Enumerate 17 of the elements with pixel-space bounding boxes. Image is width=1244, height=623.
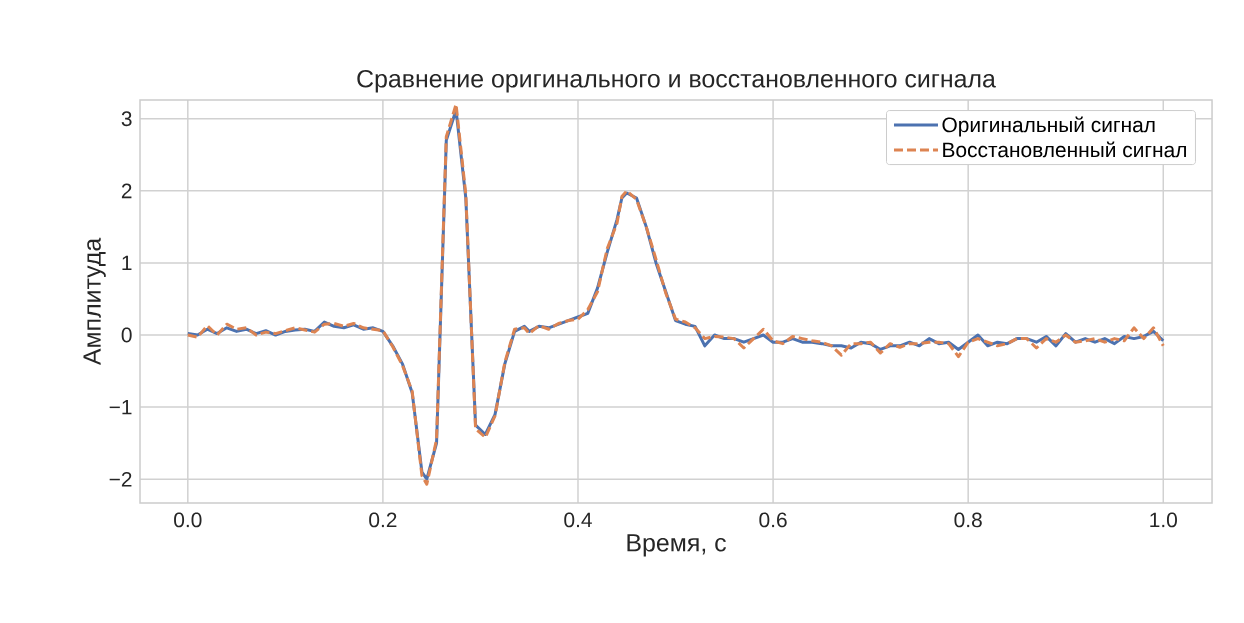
legend-label: Восстановленный сигнал [943,141,1186,158]
chart-title: Сравнение оригинального и восстановленного сигнала [357,69,996,93]
x-tick-label: 0.6 [759,512,787,528]
x-tick-label: 0.4 [564,512,592,528]
y-tick-label: −2 [109,471,132,487]
y-axis-title: Амплитуда [83,237,106,366]
legend-label: Оригинальный сигнал [942,116,1155,137]
x-tick-label: 0.0 [174,512,202,528]
y-tick-label: −1 [109,399,132,415]
y-tick-label: 0 [121,327,132,343]
x-axis-title: Время, с [627,534,726,557]
x-tick-label: 0.2 [369,512,397,528]
x-tick-label: 1.0 [1150,512,1177,528]
y-tick-label: 3 [121,111,132,127]
y-tick-label: 1 [122,255,132,271]
y-tick-label: 2 [121,183,132,199]
x-tick-label: 0.8 [954,512,982,528]
